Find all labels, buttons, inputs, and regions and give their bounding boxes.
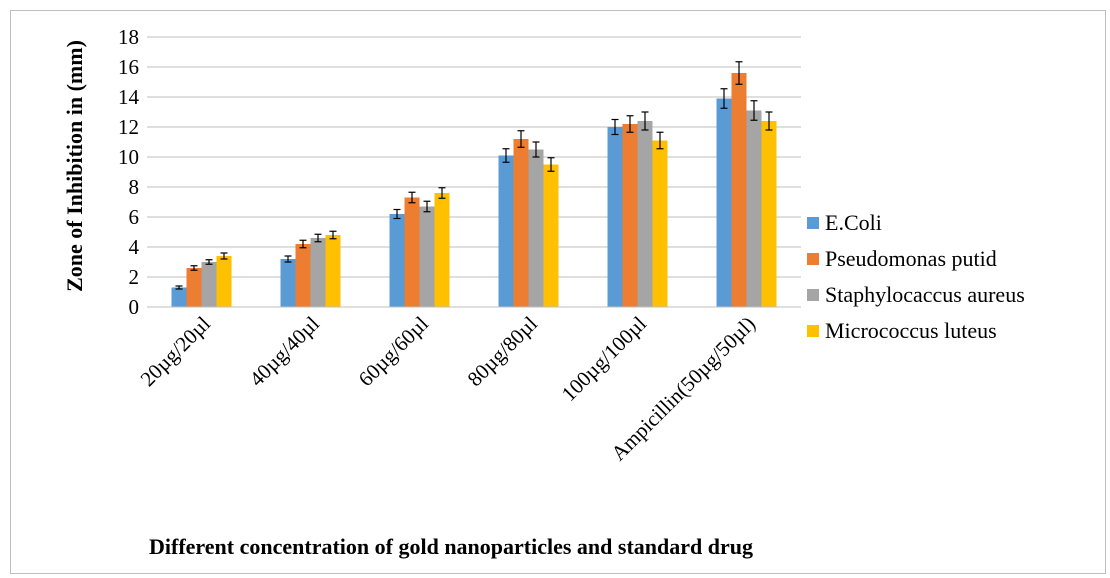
bar [389,214,405,307]
bar [295,244,311,307]
x-tick-label: 60µg/60µl [354,311,434,391]
bar [528,149,544,307]
y-tick-label: 16 [118,55,139,79]
y-tick-label: 14 [118,85,140,109]
bar [201,262,217,307]
bar [513,139,529,307]
bars [171,61,777,307]
y-axis-title: Zone of Inhibition in (mm) [62,40,87,292]
y-tick-label: 6 [129,205,140,229]
bar [637,121,653,307]
bar [607,127,623,307]
y-tick-label: 8 [129,175,140,199]
axes: 0 2 4 6 8 10 12 14 16 18 20µg/20µl 40µg/40µl 60µg/60… [118,25,801,465]
legend-label: E.Coli [825,210,882,235]
y-tick-label: 18 [118,25,139,49]
y-tick-label: 0 [129,295,140,319]
x-axis-title: Different concentration of gold nanopart… [149,534,753,559]
gridlines [147,36,801,278]
bar [419,206,435,307]
bar [622,124,638,307]
x-tick-label: 20µg/20µl [136,311,216,391]
legend-label: Pseudomonas putid [825,246,997,271]
y-tick-label: 10 [118,145,139,169]
legend-swatch [807,325,819,337]
bar [746,110,762,307]
bar [280,259,296,307]
legend-label: Staphylocaccus aureus [825,282,1025,307]
bar [716,98,732,307]
bar [186,268,202,307]
bar [216,256,232,307]
legend-label: Micrococcus luteus [825,318,997,343]
x-tick-label: 100µg/100µl [557,311,651,405]
bar [761,121,777,307]
bar [325,235,341,307]
bar-chart: 0 2 4 6 8 10 12 14 16 18 20µg/20µl 40µg/40µl 60µg/60… [62,25,1025,559]
y-tick-label: 12 [118,115,139,139]
legend-swatch [807,289,819,301]
y-tick-label: 2 [129,265,140,289]
bar [434,193,450,307]
legend-swatch [807,217,819,229]
bar [310,238,326,307]
x-tick-label: 80µg/80µl [463,311,543,391]
bar [171,287,187,307]
y-tick-label: 4 [129,235,140,259]
legend-swatch [807,253,819,265]
legend: E.Coli Pseudomonas putid Staphylocaccus au… [807,210,1025,343]
x-tick-label: 40µg/40µl [245,311,325,391]
bar [543,164,559,307]
chart-area: 0 2 4 6 8 10 12 14 16 18 20µg/20µl 40µg/40µl 60µg/60… [10,10,1106,574]
bar [652,140,668,307]
bar [731,73,747,307]
bar [404,197,420,307]
bar [498,155,514,307]
